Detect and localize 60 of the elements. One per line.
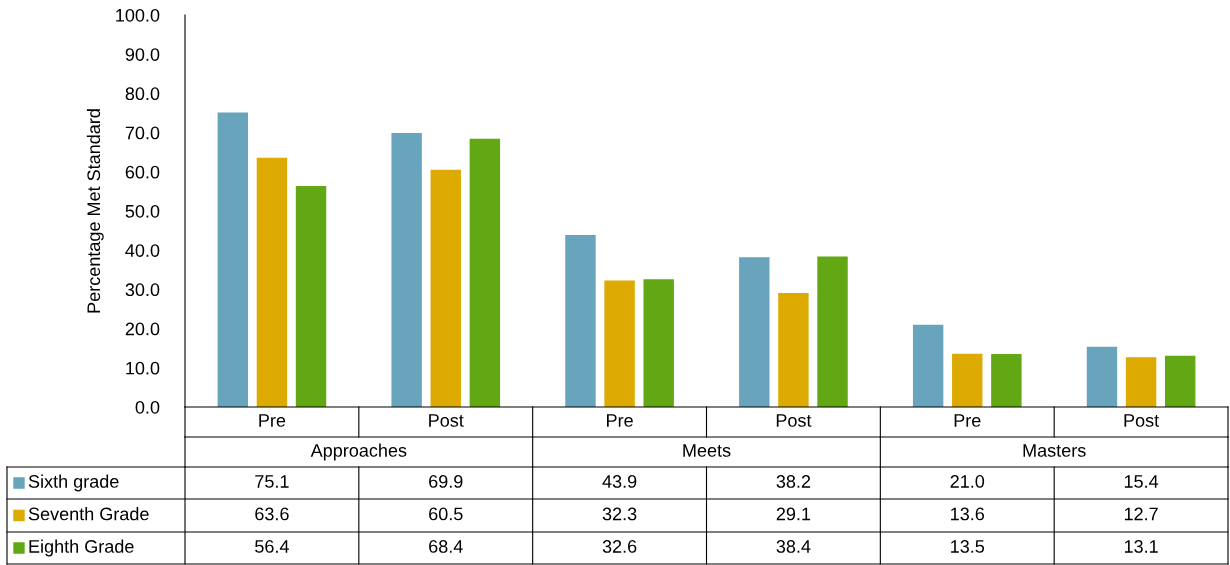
data-label: 69.9	[429, 475, 463, 488]
text: Approaches	[310, 443, 407, 461]
bar	[430, 169, 461, 407]
x-tick-label: Post	[429, 414, 464, 427]
x-tick-label: Post	[776, 414, 812, 427]
bar	[991, 354, 1022, 407]
bar	[817, 256, 848, 407]
bar	[1086, 346, 1118, 407]
y-axis-title: Percentage Met Standard	[86, 109, 104, 313]
data-label: 13.5	[951, 540, 985, 553]
text: Masters	[1023, 444, 1086, 457]
bar	[643, 279, 674, 407]
y-tick-label: 10.0	[126, 361, 160, 375]
data-label: 43.9	[602, 475, 637, 488]
bar	[778, 292, 809, 407]
y-tick-label: 80.0	[125, 87, 160, 101]
x-tick-label: Pre	[259, 414, 286, 427]
data-label: 75.1	[255, 475, 289, 488]
text: Meets	[683, 444, 731, 457]
y-tick-label: 0.0	[135, 400, 160, 414]
y-tick-label: 90.0	[125, 48, 160, 61]
y-tick-label: 60.0	[125, 165, 160, 179]
data-label: 60.5	[429, 507, 463, 521]
data-label: 13.6	[951, 507, 985, 521]
bar	[217, 112, 249, 407]
data-label: 68.4	[429, 540, 463, 553]
y-tick-label: 40.0	[125, 244, 160, 257]
legend-label: Sixth grade	[28, 474, 119, 492]
x-tick-label: Post	[1124, 414, 1160, 427]
legend-label: Seventh Grade	[28, 507, 149, 521]
x-tick-label: Pre	[607, 414, 633, 427]
bar	[565, 234, 596, 407]
data-label: 56.4	[255, 540, 289, 553]
bar	[739, 257, 770, 407]
bar	[391, 132, 422, 407]
bar	[1125, 357, 1157, 407]
bar	[295, 185, 327, 407]
y-tick-label: 50.0	[125, 204, 160, 218]
data-label: 13.1	[1124, 540, 1158, 553]
bar	[1164, 355, 1196, 407]
y-tick-label: 100.0	[116, 8, 160, 22]
data-label: 29.1	[776, 507, 811, 521]
data-label: 38.4	[776, 540, 811, 553]
legend-label: Eighth Grade	[29, 539, 134, 557]
y-tick-label: 30.0	[125, 283, 160, 297]
bar	[952, 353, 983, 407]
bar	[256, 157, 288, 407]
data-label: 38.2	[776, 475, 811, 488]
data-label: 32.3	[602, 507, 637, 521]
data-label: 12.7	[1124, 507, 1158, 521]
x-tick-label: Pre	[954, 414, 981, 427]
data-label: 15.4	[1124, 475, 1159, 488]
bar	[604, 280, 635, 407]
data-label: 21.0	[950, 475, 985, 488]
data-label: 63.6	[255, 507, 289, 521]
bar	[912, 324, 944, 407]
bar	[469, 138, 501, 407]
y-tick-label: 20.0	[125, 322, 160, 336]
y-tick-label: 70.0	[125, 126, 160, 140]
data-label: 32.6	[602, 540, 637, 553]
